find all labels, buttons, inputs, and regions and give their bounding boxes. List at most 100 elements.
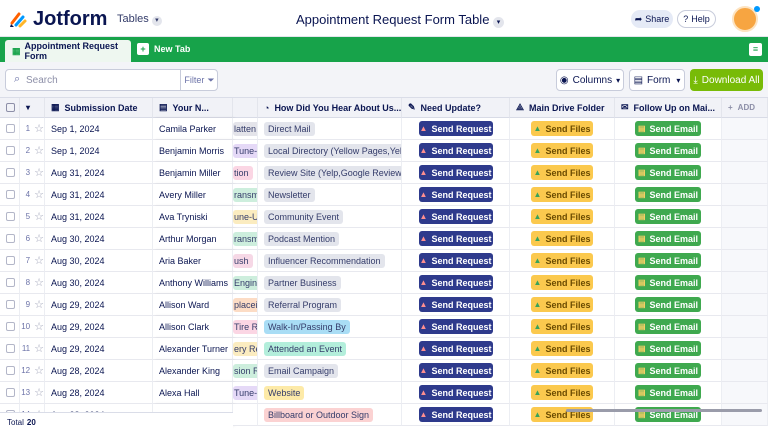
avatar[interactable] — [732, 6, 758, 32]
send-email-label: Send Email — [649, 409, 699, 420]
star[interactable]: ☆ — [34, 387, 44, 399]
send-email-button[interactable]: ▤ Send Email — [635, 275, 701, 290]
send-files-button[interactable]: ▲ Send Files — [531, 143, 593, 158]
star[interactable]: ☆ — [34, 189, 44, 201]
new-tab-label: New Tab — [154, 44, 191, 54]
star[interactable]: ☆ — [34, 255, 44, 267]
partial-column-header — [233, 98, 258, 118]
name-cell: Ava Tryniski — [153, 206, 233, 228]
star[interactable]: ☆ — [34, 299, 44, 311]
send-files-label: Send Files — [545, 189, 591, 200]
star[interactable]: ☆ — [34, 365, 44, 377]
title-menu[interactable]: Appointment Request Form Table ▾ — [296, 12, 505, 28]
star[interactable]: ☆ — [34, 343, 44, 355]
update-cell: ▲ Send Request — [402, 206, 510, 228]
star[interactable]: ☆ — [34, 145, 44, 157]
send-request-button[interactable]: ▲ Send Request — [418, 209, 493, 224]
column-header[interactable]: ◔ How Did You Hear About Us... — [258, 98, 402, 118]
send-request-button[interactable]: ▲ Send Request — [418, 297, 493, 312]
send-email-button[interactable]: ▤ Send Email — [635, 209, 701, 224]
active-tab[interactable]: ▦ Appointment Request Form — [5, 40, 131, 62]
update-cell: ▲ Send Request — [402, 118, 510, 140]
send-email-button[interactable]: ▤ Send Email — [635, 253, 701, 268]
source-cell: Attended an Event — [258, 338, 402, 360]
send-files-button[interactable]: ▲ Send Files — [531, 341, 593, 356]
send-files-button[interactable]: ▲ Send Files — [531, 231, 593, 246]
star[interactable]: ☆ — [34, 233, 44, 245]
tab-menu[interactable]: ≡ — [749, 43, 762, 56]
send-files-button[interactable]: ▲ Send Files — [531, 297, 593, 312]
star[interactable]: ☆ — [34, 167, 44, 179]
send-files-button[interactable]: ▲ Send Files — [531, 385, 593, 400]
send-request-button[interactable]: ▲ Send Request — [418, 407, 493, 422]
column-header[interactable]: ⟁ Main Drive Folder — [510, 98, 615, 118]
send-files-button[interactable]: ▲ Send Files — [531, 275, 593, 290]
share-button[interactable]: ➦ Share — [631, 10, 673, 28]
send-email-button[interactable]: ▤ Send Email — [635, 363, 701, 378]
send-email-button[interactable]: ▤ Send Email — [635, 341, 701, 356]
send-request-button[interactable]: ▲ Send Request — [418, 341, 493, 356]
send-email-label: Send Email — [649, 387, 699, 398]
row-checkbox — [0, 184, 20, 206]
send-email-button[interactable]: ▤ Send Email — [635, 297, 701, 312]
send-files-button[interactable]: ▲ Send Files — [531, 121, 593, 136]
help-button[interactable]: ? Help — [677, 10, 716, 28]
send-request-button[interactable]: ▲ Send Request — [418, 121, 493, 136]
send-files-button[interactable]: ▲ Send Files — [531, 209, 593, 224]
partial-tag: Tune- — [233, 385, 257, 400]
download-button[interactable]: ⤓ Download All — [690, 69, 763, 91]
send-request-button[interactable]: ▲ Send Request — [418, 319, 493, 334]
send-request-button[interactable]: ▲ Send Request — [418, 275, 493, 290]
source-cell: Influencer Recommendation — [258, 250, 402, 272]
send-request-button[interactable]: ▲ Send Request — [418, 187, 493, 202]
section: Tables — [117, 13, 149, 25]
columns-button[interactable]: ◉ Columns ▾ — [556, 69, 624, 91]
files-cell: ▲ Send Files — [510, 294, 615, 316]
send-files-button[interactable]: ▲ Send Files — [531, 319, 593, 334]
send-request-button[interactable]: ▲ Send Request — [418, 231, 493, 246]
section-menu[interactable]: Tables ▾ — [117, 13, 162, 26]
search-box[interactable]: ⌕ Search Filter ⏷ — [5, 69, 218, 91]
send-email-button[interactable]: ▤ Send Email — [635, 231, 701, 246]
new-tab[interactable]: + New Tab — [137, 43, 190, 55]
send-files-button[interactable]: ▲ Send Files — [531, 363, 593, 378]
column-icon: ▦ — [51, 102, 60, 112]
files-cell: ▲ Send Files — [510, 338, 615, 360]
update-cell: ▲ Send Request — [402, 250, 510, 272]
partial-tag: Tire Ro — [233, 319, 257, 334]
email-cell: ▤ Send Email — [615, 360, 722, 382]
send-email-button[interactable]: ▤ Send Email — [635, 385, 701, 400]
send-email-button[interactable]: ▤ Send Email — [635, 165, 701, 180]
send-files-button[interactable]: ▲ Send Files — [531, 187, 593, 202]
send-request-button[interactable]: ▲ Send Request — [418, 253, 493, 268]
send-files-button[interactable]: ▲ Send Files — [531, 253, 593, 268]
star[interactable]: ☆ — [34, 277, 44, 289]
form-button[interactable]: ▤ Form ▾ — [629, 69, 685, 91]
column-header[interactable]: ▤ Your N... — [153, 98, 233, 118]
send-email-button[interactable]: ▤ Send Email — [635, 187, 701, 202]
send-email-button[interactable]: ▤ Send Email — [635, 121, 701, 136]
column-header[interactable]: ✎ Need Update? — [402, 98, 510, 118]
send-email-button[interactable]: ▤ Send Email — [635, 319, 701, 334]
send-request-button[interactable]: ▲ Send Request — [418, 165, 493, 180]
send-email-label: Send Email — [649, 365, 699, 376]
name-cell: Alexander Turner — [153, 338, 233, 360]
column-header[interactable]: + ADD — [722, 98, 768, 118]
star[interactable]: ☆ — [34, 211, 44, 223]
email-cell: ▤ Send Email — [615, 382, 722, 404]
row-number: 5 — [25, 212, 31, 221]
add-cell — [722, 206, 768, 228]
row-checkbox — [0, 228, 20, 250]
column-header[interactable]: ▦ Submission Date — [45, 98, 153, 118]
send-request-button[interactable]: ▲ Send Request — [418, 363, 493, 378]
send-request-button[interactable]: ▲ Send Request — [418, 143, 493, 158]
send-request-button[interactable]: ▲ Send Request — [418, 385, 493, 400]
filter-button[interactable]: Filter ⏷ — [180, 70, 218, 90]
send-files-button[interactable]: ▲ Send Files — [531, 165, 593, 180]
send-email-button[interactable]: ▤ Send Email — [635, 143, 701, 158]
partial-cell: une-U — [233, 206, 258, 228]
column-header[interactable]: ✉ Follow Up on Mai... — [615, 98, 722, 118]
star[interactable]: ☆ — [34, 123, 44, 135]
star[interactable]: ☆ — [34, 321, 44, 333]
partial-tag: latten — [233, 121, 257, 136]
